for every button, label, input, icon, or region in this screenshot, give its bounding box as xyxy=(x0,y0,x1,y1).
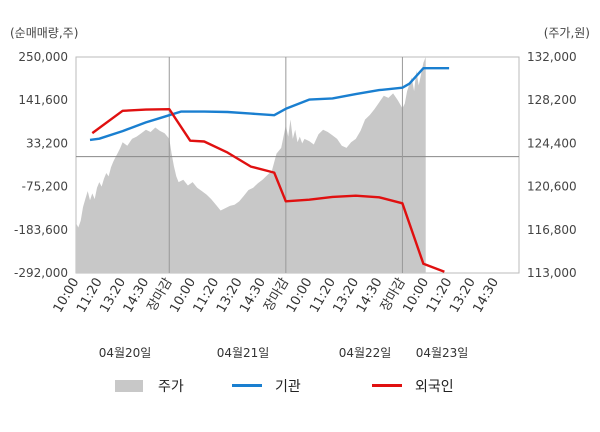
date-label: 04월20일 xyxy=(99,346,152,360)
left-tick-label: -183,600 xyxy=(14,223,68,237)
date-label: 04월23일 xyxy=(416,346,469,360)
right-axis-unit: (주가,원) xyxy=(544,26,590,40)
left-tick-label: 250,000 xyxy=(18,50,68,64)
right-tick-label: 128,200 xyxy=(527,93,577,107)
date-label: 04월21일 xyxy=(217,346,270,360)
legend: 주가 기관 외국인 xyxy=(115,379,454,395)
left-tick-label: -75,200 xyxy=(22,180,68,194)
legend-label: 기관 xyxy=(275,379,301,395)
date-label: 04월22일 xyxy=(339,346,392,360)
legend-label: 주가 xyxy=(158,379,184,395)
legend-swatch-institution xyxy=(232,384,262,387)
price-area xyxy=(76,57,426,273)
legend-label: 외국인 xyxy=(415,379,454,395)
right-tick-label: 116,800 xyxy=(527,223,577,237)
right-tick-label: 120,600 xyxy=(527,180,577,194)
institution-line xyxy=(89,66,450,142)
left-tick-label: 33,200 xyxy=(26,136,68,150)
legend-swatch-price xyxy=(115,380,143,392)
plot-area xyxy=(75,56,520,274)
left-tick-label: 141,600 xyxy=(18,93,68,107)
left-tick-label: -292,000 xyxy=(14,266,68,280)
foreign-line xyxy=(91,107,445,273)
left-axis-unit: (순매매량,주) xyxy=(10,26,78,40)
right-tick-label: 132,000 xyxy=(527,50,577,64)
right-tick-label: 113,000 xyxy=(527,266,577,280)
legend-swatch-foreign xyxy=(372,384,402,387)
right-tick-label: 124,400 xyxy=(527,136,577,150)
